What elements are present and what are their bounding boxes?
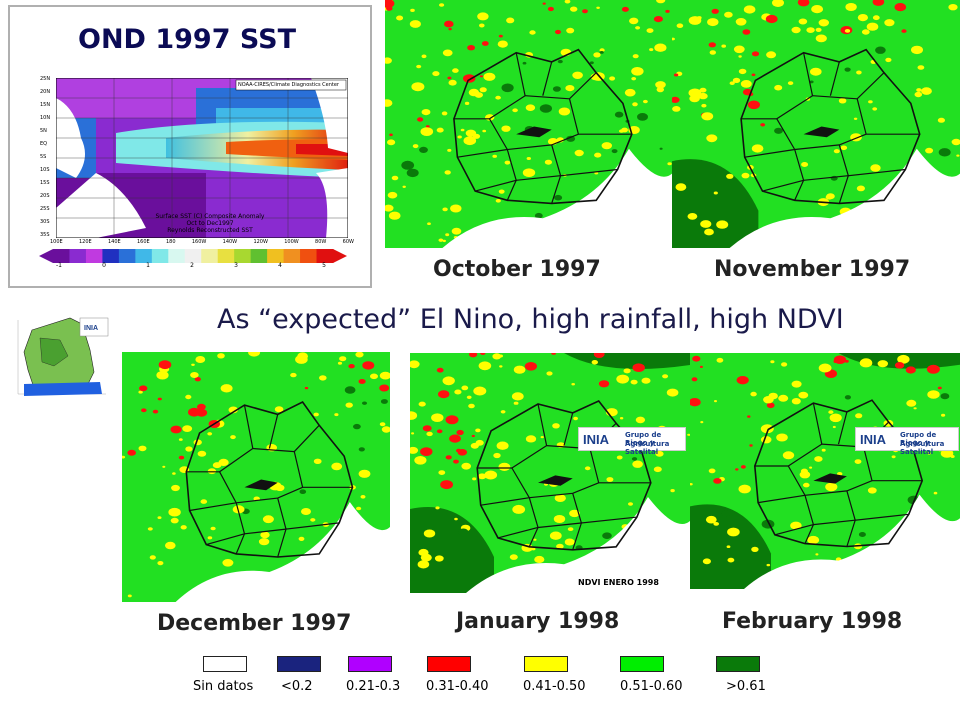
headline: As “expected” El Nino, high rainfall, hi…: [217, 304, 844, 335]
sst-colorbar-segment: [267, 249, 285, 263]
sst-colorbar-segment: [69, 249, 87, 263]
sst-colorbar-tick: 0: [102, 262, 106, 269]
sst-caption-line2: Oct to Dec1997: [186, 220, 234, 227]
sst-anomaly-map: [56, 78, 348, 238]
map-october-1997: [385, 0, 672, 248]
sst-colorbar-segment: [283, 249, 301, 263]
inia-logo-february: INIA Grupo de Riego y Agricultura Sateli…: [855, 427, 959, 456]
sst-colorbar-segment: [168, 249, 186, 263]
inia-logo-line1: Grupo de Riego y: [900, 431, 937, 447]
sst-lat-tick: 20S: [40, 193, 50, 199]
sst-colorbar-tick: 2: [190, 262, 194, 269]
sst-colorbar-segment: [135, 249, 153, 263]
sst-colorbar-segment: [151, 249, 169, 263]
sst-lat-tick: 15S: [40, 180, 50, 186]
label-february-1998: February 1998: [722, 609, 903, 634]
legend-swatch: [524, 656, 568, 672]
legend-swatch: [348, 656, 392, 672]
sst-lat-axis: 25N 20N 15N 10N 5N EQ 5S 10S 15S 20S 25S 30S 35S: [40, 76, 56, 238]
sst-caption-line3: Reynolds Reconstructed SST: [167, 227, 253, 234]
sst-title: OND 1997 SST: [78, 24, 297, 55]
sst-lat-tick: 15N: [40, 102, 51, 108]
legend-swatch: [277, 656, 321, 672]
sst-colorbar-tick: -1: [56, 262, 62, 269]
label-november-1997: November 1997: [714, 257, 911, 282]
sst-lat-tick: 10N: [40, 115, 51, 121]
sst-lat-tick: 5S: [40, 154, 47, 160]
sst-colorbar-segment: [217, 249, 235, 263]
inset-logo-text: INIA: [84, 325, 98, 332]
map-december-1997: [122, 352, 390, 602]
sst-colorbar-segment: [316, 249, 334, 263]
sst-lat-tick: 35S: [40, 232, 50, 238]
legend-label: 0.21-0.3: [346, 679, 401, 694]
sst-lat-tick: 5N: [40, 128, 47, 134]
legend-label: Sin datos: [193, 679, 254, 694]
sst-lon-tick: 80W: [315, 239, 327, 245]
sst-lat-tick: 25N: [40, 76, 51, 82]
sst-colorbar-segment: [234, 249, 252, 263]
inia-logo-january: INIA Grupo de Riego y Agricultura Sateli…: [578, 427, 686, 456]
sst-colorbar-tick: 3: [234, 262, 238, 269]
sst-lat-tick: EQ: [40, 141, 48, 147]
sst-lon-tick: 140E: [108, 239, 121, 245]
legend-label: 0.51-0.60: [620, 679, 683, 694]
legend-label: 0.41-0.50: [523, 679, 586, 694]
sst-colorbar-tick: 1: [146, 262, 150, 269]
sst-caption-line1: Surface SST (C) Composite Anomaly: [155, 213, 265, 220]
sst-colorbar-segment: [53, 249, 70, 263]
map-november-1997: [672, 0, 960, 248]
sst-lon-tick: 160W: [191, 239, 207, 245]
legend-swatch: [203, 656, 247, 672]
label-october-1997: October 1997: [433, 257, 601, 282]
sst-colorbar-segment: [102, 249, 120, 263]
legend-label: <0.2: [281, 679, 313, 694]
sst-colorbar-segment: [250, 249, 268, 263]
sst-lon-tick: 160E: [137, 239, 150, 245]
inia-logo-mark: INIA: [583, 432, 609, 447]
inset-map: INIA: [10, 310, 112, 406]
sst-lat-tick: 20N: [40, 89, 51, 95]
sst-lat-tick: 10S: [40, 167, 50, 173]
legend-swatch: [620, 656, 664, 672]
inia-logo-line2: Agricultura Satelital: [625, 440, 670, 456]
sst-lon-tick: 140W: [222, 239, 238, 245]
sst-colorbar-segment: [201, 249, 219, 263]
sst-colorbar-tick: 4: [278, 262, 282, 269]
sst-colorbar-segment: [118, 249, 136, 263]
label-december-1997: December 1997: [157, 611, 352, 636]
sst-colorbar-segment: [300, 249, 318, 263]
sst-lon-tick: 100W: [284, 239, 299, 245]
sst-lon-tick: 120W: [253, 239, 268, 245]
sst-lat-tick: 30S: [40, 219, 50, 225]
map-january-1998: [410, 353, 690, 593]
sst-colorbar-segment: [85, 249, 103, 263]
inia-logo-line2: Agricultura Satelital: [900, 440, 945, 456]
label-january-1998: January 1998: [456, 609, 620, 634]
legend-label: 0.31-0.40: [426, 679, 489, 694]
legend-label: >0.61: [726, 679, 766, 694]
sst-colorbar: [39, 249, 347, 263]
sst-colorbar-ticks: -1 0 1 2 3 4 5: [56, 262, 326, 269]
sst-colorbar-segment: [184, 249, 202, 263]
sst-header: NOAA-CIRES/Climate Diagnostics Center: [238, 82, 339, 88]
legend-swatch: [716, 656, 760, 672]
sst-lon-tick: 100E: [50, 239, 63, 245]
legend-swatch: [427, 656, 471, 672]
sst-lon-tick: 180: [166, 239, 176, 245]
sst-lon-tick: 60W: [342, 239, 354, 245]
sst-colorbar-tick: 5: [322, 262, 326, 269]
map-february-1998: [690, 353, 960, 589]
ndvi-enero-caption: NDVI ENERO 1998: [578, 578, 659, 587]
sst-lat-tick: 25S: [40, 206, 50, 212]
sst-lon-tick: 120E: [79, 239, 92, 245]
inia-logo-mark: INIA: [860, 432, 886, 447]
sst-caption: Surface SST (C) Composite Anomaly Oct to…: [155, 213, 265, 234]
inia-logo-line1: Grupo de Riego y: [625, 431, 662, 447]
sst-lon-axis: 100E 120E 140E 160E 180 160W 140W 120W 100W 80W 60…: [50, 239, 354, 245]
